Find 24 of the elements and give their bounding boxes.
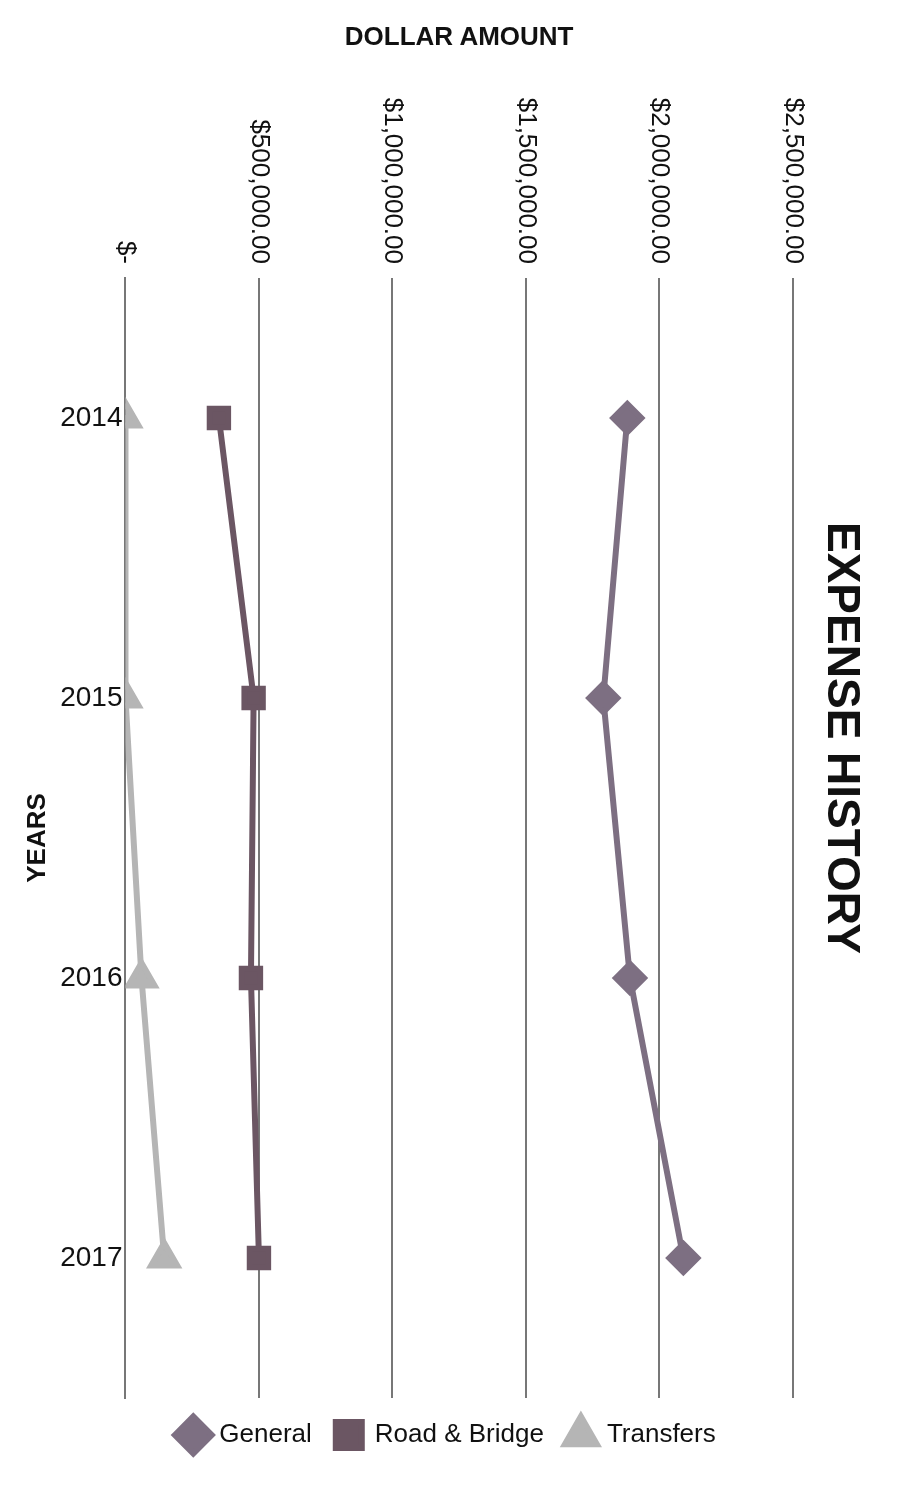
legend-label: Transfers [606,1418,716,1449]
text: EXPENSE HISTORY [817,521,870,955]
x-tick-label: $2,500,000.00 [779,97,810,264]
x-axis-title: DOLLAR AMOUNT [344,20,574,51]
point [586,681,621,715]
legend-label: Road & Bridge [374,1418,544,1449]
point [612,961,647,995]
point [610,401,645,435]
point [246,1245,272,1271]
x-tick-label: $2,000,000.00 [646,97,677,264]
y-tick-label: 2015 [60,680,123,712]
point [666,1241,701,1275]
point [206,405,232,431]
x-tick-label: $1,500,000.00 [512,97,543,264]
y-tick-label: 2016 [60,960,123,992]
point [238,965,264,991]
x-tick-label: $500,000.00 [245,119,276,264]
x-tick-label: $- [112,240,143,264]
y-tick-label: 2014 [60,400,123,432]
legend-label: General [219,1418,312,1449]
y-axis-title: YEARS [20,793,51,883]
x-tick-label: $1,000,000.00 [379,97,410,264]
y-tick-label: 2017 [60,1240,123,1272]
point [241,685,266,711]
